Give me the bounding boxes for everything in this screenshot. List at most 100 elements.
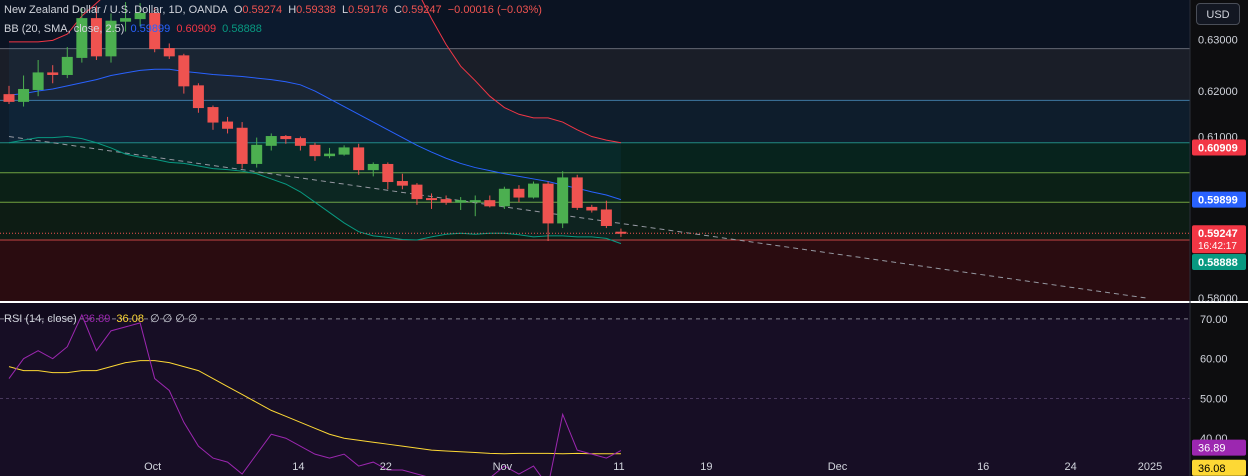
pane-separator	[0, 301, 1248, 303]
open-label: O	[233, 4, 243, 16]
time-axis-label: 22	[380, 461, 392, 473]
candle-body	[426, 198, 438, 201]
open-value: 0.59274	[242, 4, 283, 16]
rsi-ma-badge: 36.08	[1198, 463, 1226, 475]
last-price-badge-bg	[1192, 225, 1246, 254]
candle-body	[236, 127, 248, 164]
candle-body	[557, 177, 569, 224]
currency-button[interactable]: USD	[1196, 3, 1240, 25]
candle-body	[32, 72, 44, 90]
candle-body	[178, 55, 190, 87]
lower-band-badge-bg	[1192, 253, 1246, 270]
candle-body	[61, 56, 73, 75]
candle-body	[338, 147, 350, 155]
bb-upper-value: 0.60909	[176, 23, 217, 35]
basis-badge-bg	[1192, 191, 1246, 208]
candle-body	[484, 200, 496, 207]
price-axis-label: 0.63000	[1198, 34, 1238, 46]
candle-body	[571, 177, 583, 208]
candle-body	[76, 18, 88, 58]
bollinger-band-fill	[9, 0, 621, 244]
price-zone	[0, 142, 1190, 173]
candle-body	[396, 181, 408, 186]
high-value: 0.59338	[296, 4, 336, 16]
candle-body	[280, 136, 292, 140]
rsi-label: RSI (14, close)	[4, 313, 77, 325]
candle-body	[149, 12, 161, 50]
candle-body	[251, 144, 263, 164]
low-label: L	[341, 4, 349, 16]
lower-band-badge: 0.58888	[1198, 257, 1238, 269]
time-axis-label: 16	[977, 461, 989, 473]
low-value: 0.59176	[348, 4, 388, 16]
bb-basis-line	[8, 68, 622, 201]
bb-label: BB (20, SMA, close, 2.5)	[4, 23, 125, 35]
candle-body	[134, 12, 146, 20]
time-axis-label: 24	[1064, 461, 1076, 473]
candle-body	[18, 88, 30, 102]
change-value: −0.00016 (−0.03%)	[447, 4, 542, 16]
rsi-ma-line	[8, 360, 621, 455]
candle-body	[207, 107, 219, 123]
price-zone	[0, 239, 1190, 301]
trendline	[8, 136, 1146, 299]
bb-upper-line	[9, 0, 622, 144]
time-axis-label: 11	[613, 461, 624, 473]
bb-lower-line	[8, 136, 622, 245]
symbol-header: New Zealand Dollar / U.S. Dollar, 1D, OA…	[4, 4, 545, 16]
rsi-pane-background	[0, 303, 1190, 476]
rsi-value: 36.89	[82, 313, 111, 325]
rsi-extra-values: ∅ ∅ ∅ ∅	[150, 313, 198, 325]
basis-badge: 0.59899	[1198, 195, 1238, 207]
price-axis-label: 0.62000	[1198, 86, 1238, 98]
time-axis-label: Nov	[493, 461, 513, 473]
candle-body	[542, 183, 554, 224]
candle-body	[455, 200, 467, 203]
time-axis-label: 14	[292, 461, 304, 473]
bb-legend[interactable]: BB (20, SMA, close, 2.5) 0.59899 0.60909…	[4, 23, 265, 35]
price-axis-label: 0.58000	[1198, 293, 1238, 305]
candle-body	[600, 209, 612, 226]
candle-body	[265, 136, 277, 146]
candle-body	[222, 121, 234, 129]
bb-basis-value: 0.59899	[130, 23, 171, 35]
bb-lower-value: 0.58888	[222, 23, 262, 35]
candle-body	[3, 94, 15, 102]
rsi-axis-label: 70.00	[1200, 314, 1228, 326]
upper-band-badge: 0.60909	[1198, 142, 1238, 154]
rsi-ma-value: 36.08	[116, 313, 144, 325]
rsi-line	[8, 313, 622, 476]
time-axis-label: Dec	[828, 461, 848, 473]
candle-body	[498, 188, 510, 207]
last-price-badge: 0.59247	[1198, 228, 1238, 240]
candle-body	[411, 184, 423, 200]
candle-body	[294, 138, 306, 146]
candle-body	[382, 163, 394, 183]
candle-body	[615, 231, 627, 234]
time-axis-label: 2025	[1138, 461, 1162, 473]
candle-body	[47, 72, 59, 75]
candle-body	[105, 20, 117, 57]
candle-body	[324, 153, 336, 157]
close-label: C	[393, 4, 402, 16]
candle-body	[353, 147, 365, 171]
rsi-legend[interactable]: RSI (14, close) 36.89 36.08 ∅ ∅ ∅ ∅	[4, 312, 201, 325]
time-axis-label: Oct	[144, 461, 161, 473]
candle-body	[309, 144, 321, 157]
time-axis-label: 19	[700, 461, 712, 473]
close-value: 0.59247	[401, 4, 442, 16]
candle-body	[192, 85, 204, 109]
rsi-band-fill	[0, 318, 1190, 476]
candle-body	[513, 188, 525, 198]
candle-body	[90, 18, 102, 57]
candle-body	[163, 48, 175, 57]
candle-body	[469, 200, 481, 203]
rsi-ma-badge-bg	[1192, 459, 1246, 476]
candle-body	[120, 18, 132, 22]
price-zone	[0, 172, 1190, 203]
upper-band-badge-bg	[1192, 139, 1246, 156]
rsi-axis-label: 50.00	[1200, 393, 1228, 405]
candle-body	[586, 206, 598, 211]
